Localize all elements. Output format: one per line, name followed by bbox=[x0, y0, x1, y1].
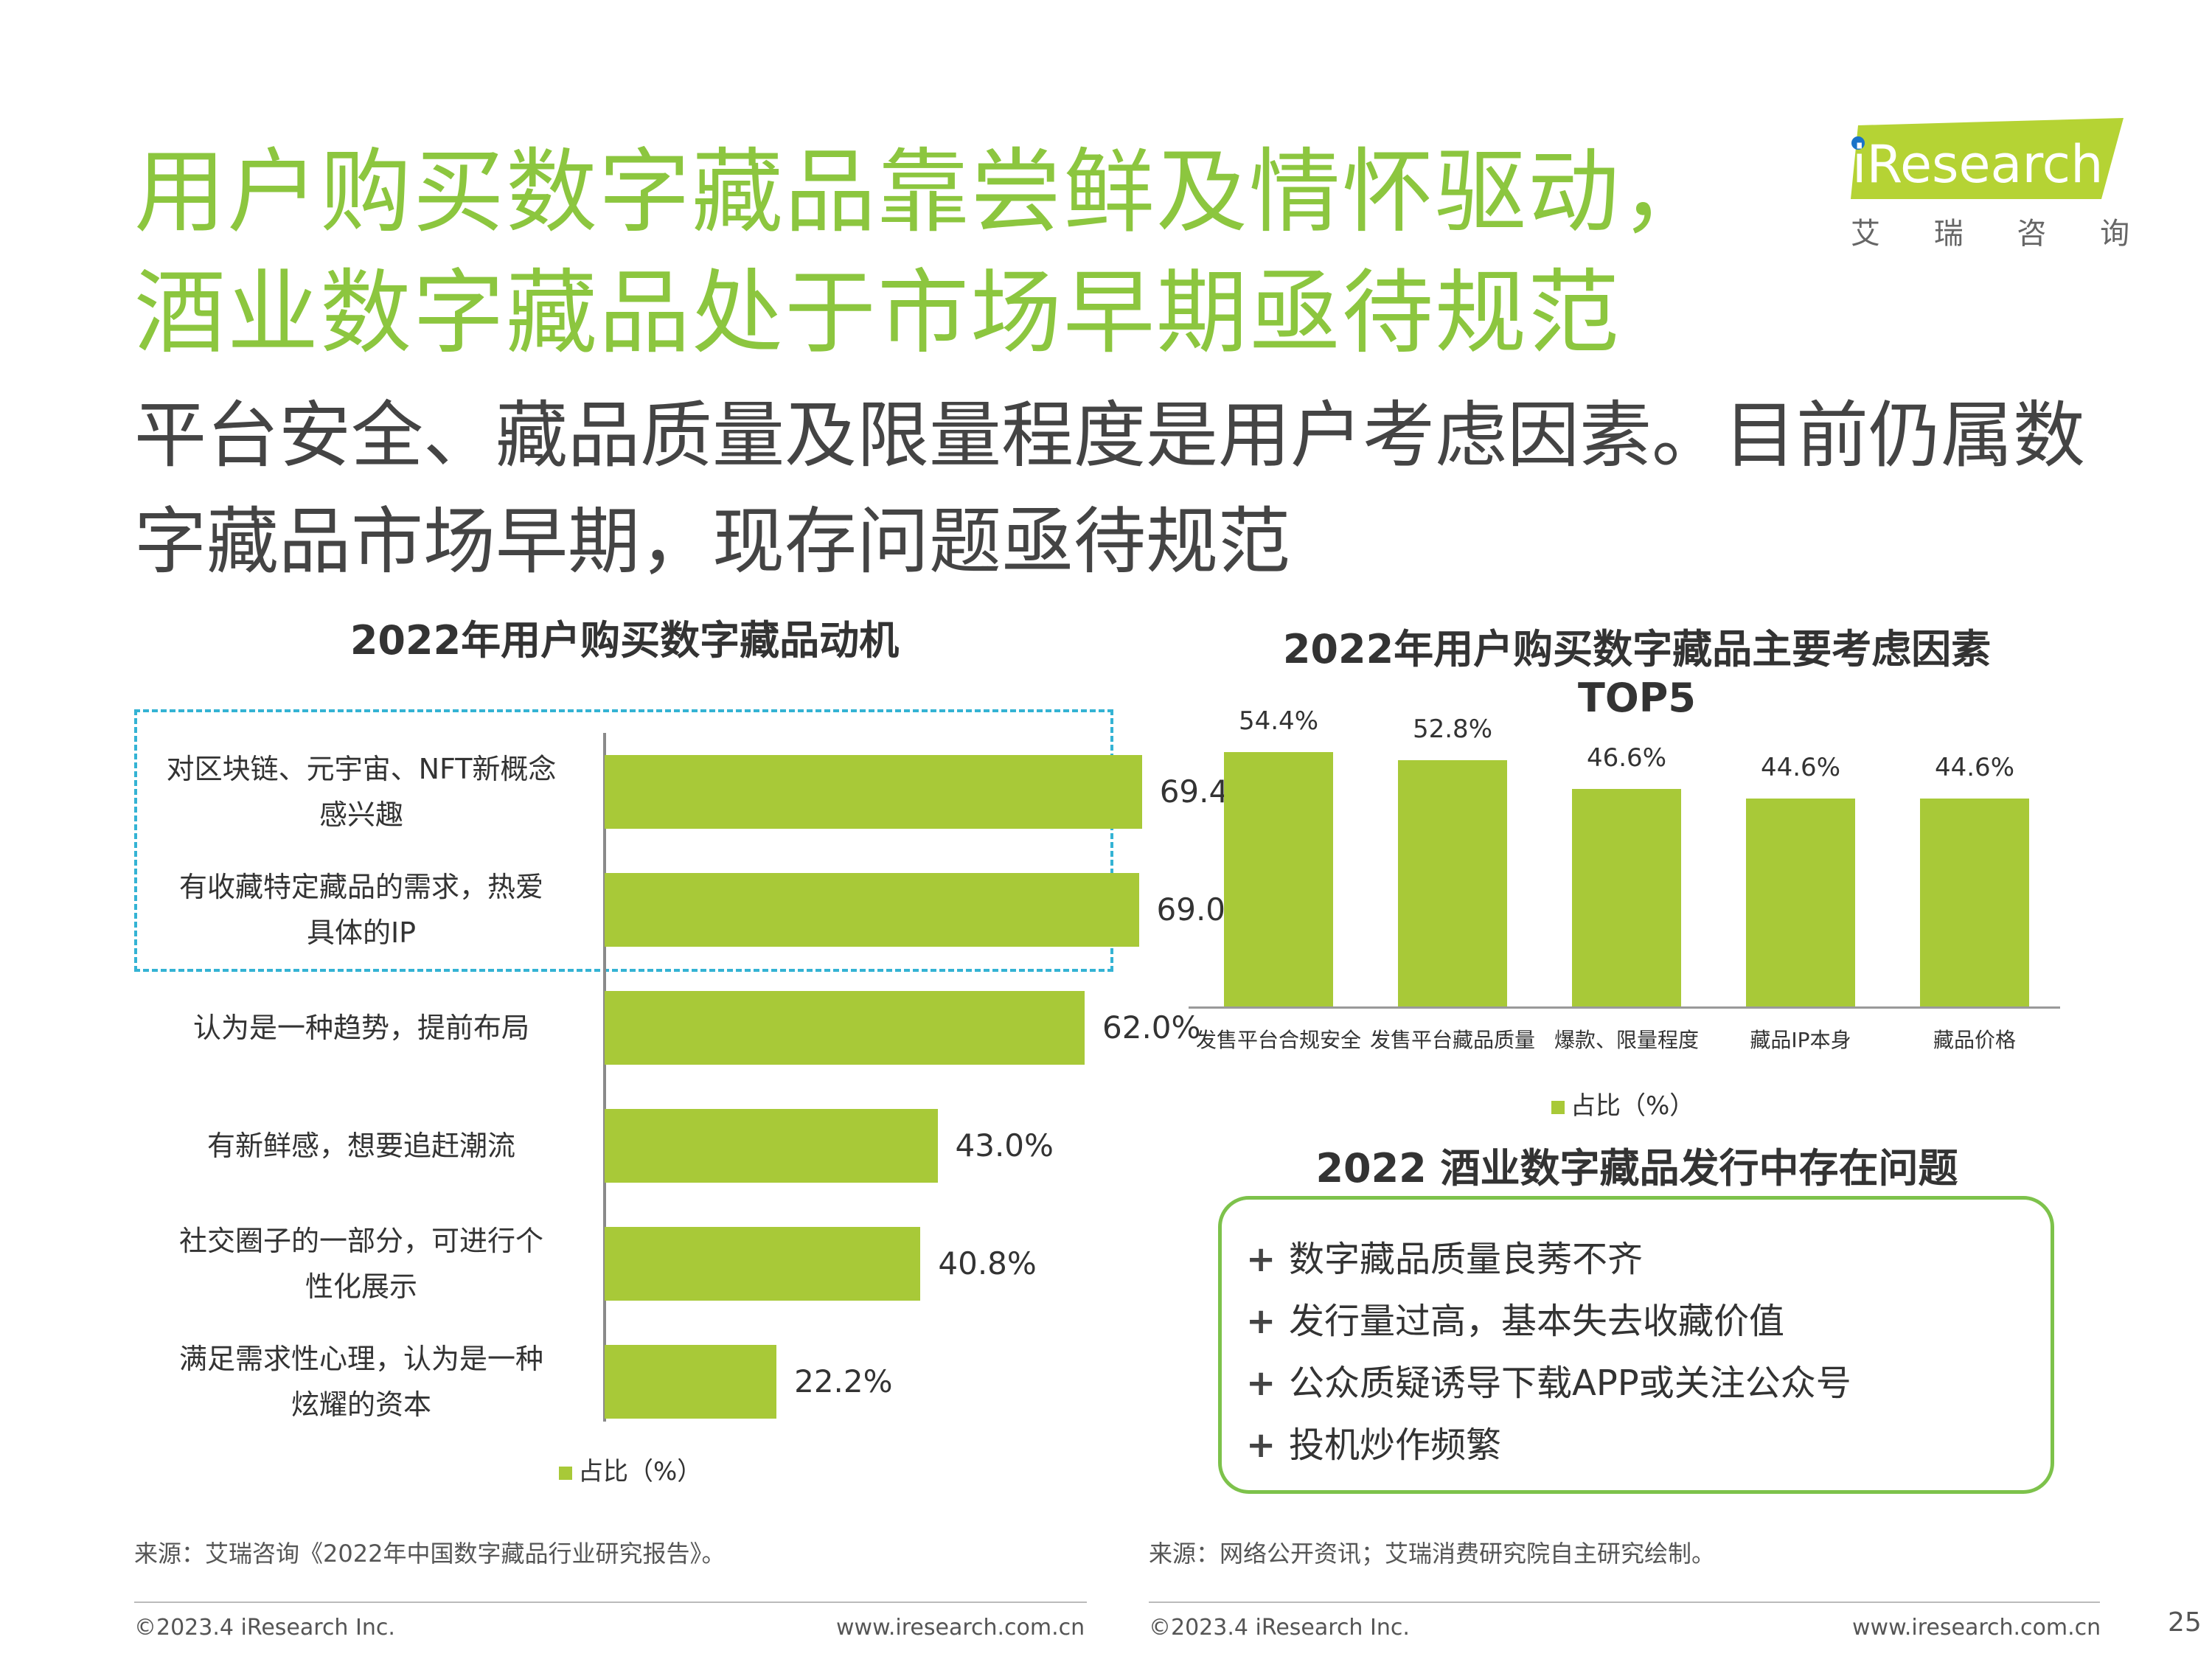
issue-item: + 数字藏品质量良莠不齐 bbox=[1246, 1230, 1643, 1281]
bar-value-label: 22.2% bbox=[794, 1363, 893, 1399]
right-chart-baseline bbox=[1189, 1006, 2060, 1009]
issues-title: 2022 酒业数字藏品发行中存在问题 bbox=[1315, 1145, 1958, 1192]
bar bbox=[605, 1109, 938, 1183]
right-chart-title-line-1: 2022年用户购买数字藏品主要考虑因素 bbox=[1282, 626, 1992, 672]
page-subtitle-line-2: 字藏品市场早期，现存问题亟待规范 bbox=[134, 500, 1291, 584]
category-label-line: 感兴趣 bbox=[319, 799, 403, 831]
bar bbox=[1746, 798, 1855, 1006]
copyright-left: ©2023.4 iResearch Inc. bbox=[134, 1615, 395, 1641]
left-chart-title: 2022年用户购买数字藏品动机 bbox=[349, 617, 900, 664]
iresearch-logo-graphic bbox=[1851, 118, 2124, 199]
issue-item: + 投机炒作频繁 bbox=[1246, 1416, 1501, 1467]
right-chart-title-line-2: TOP5 bbox=[1578, 675, 1696, 721]
bar-value-label: 62.0% bbox=[1102, 1009, 1201, 1046]
page-title-line-2: 酒业数字藏品处于市场早期亟待规范 bbox=[134, 260, 1621, 366]
bar bbox=[1398, 759, 1507, 1006]
category-label: 藏品IP本身 bbox=[1750, 1028, 1851, 1052]
category-label: 发售平台合规安全 bbox=[1195, 1028, 1361, 1052]
plus-icon: + bbox=[1246, 1425, 1276, 1466]
category-label-line: 对区块链、元宇宙、NFT新概念 bbox=[166, 753, 557, 785]
category-label-line: 性化展示 bbox=[305, 1270, 417, 1303]
page-number: 25 bbox=[2168, 1607, 2202, 1638]
bar-value-label: 40.8% bbox=[938, 1245, 1037, 1281]
bar bbox=[605, 991, 1085, 1065]
issue-item: + 发行量过高，基本失去收藏价值 bbox=[1246, 1292, 1784, 1343]
bar bbox=[1920, 798, 2029, 1006]
logo-accent-shape bbox=[1851, 118, 2124, 199]
legend-swatch bbox=[1551, 1100, 1565, 1114]
footer-divider-left bbox=[134, 1601, 1087, 1603]
category-label-line: 炫耀的资本 bbox=[291, 1388, 431, 1421]
category-label: 认为是一种趋势，提前布局 bbox=[133, 1005, 590, 1051]
issue-text: 发行量过高，基本失去收藏价值 bbox=[1289, 1301, 1785, 1342]
legend-label: 占比（%） bbox=[1571, 1091, 1695, 1121]
category-label-line: 具体的IP bbox=[306, 917, 417, 949]
bar bbox=[1224, 752, 1333, 1006]
plus-icon: + bbox=[1246, 1239, 1276, 1280]
right-chart-legend: 占比（%） bbox=[1551, 1085, 1694, 1121]
source-note-left: 来源：艾瑞咨询《2022年中国数字藏品行业研究报告》。 bbox=[134, 1540, 726, 1568]
category-label-line: 社交圈子的一部分，可进行个 bbox=[178, 1225, 543, 1257]
highlight-dashed-box bbox=[134, 709, 1113, 972]
bar-value-label: 46.6% bbox=[1586, 742, 1666, 773]
category-label: 社交圈子的一部分，可进行个 性化展示 bbox=[133, 1218, 590, 1310]
bar bbox=[1572, 788, 1681, 1006]
category-label: 爆款、限量程度 bbox=[1554, 1028, 1699, 1052]
bar-value-label: 44.6% bbox=[1934, 752, 2014, 782]
category-label-line: 有新鲜感，想要追赶潮流 bbox=[206, 1130, 515, 1162]
bar-value-label: 54.4% bbox=[1238, 706, 1318, 737]
issue-text: 数字藏品质量良莠不齐 bbox=[1289, 1239, 1644, 1280]
plus-icon: + bbox=[1246, 1301, 1276, 1342]
legend-label: 占比（%） bbox=[578, 1457, 703, 1486]
source-note-right: 来源：网络公开资讯；艾瑞消费研究院自主研究绘制。 bbox=[1149, 1540, 1716, 1568]
logo-dot bbox=[1851, 136, 1865, 150]
iresearch-logo: iResearch 艾 瑞 咨 询 bbox=[1836, 118, 2129, 251]
footer-divider-right bbox=[1149, 1601, 2100, 1603]
plus-icon: + bbox=[1246, 1363, 1276, 1404]
bar-value-label: 44.6% bbox=[1760, 752, 1840, 782]
bar-value-label: 52.8% bbox=[1412, 714, 1492, 744]
bar bbox=[605, 1345, 777, 1419]
category-label-line: 满足需求性心理，认为是一种 bbox=[178, 1343, 543, 1375]
copyright-right: ©2023.4 iResearch Inc. bbox=[1149, 1615, 1410, 1641]
left-chart-legend: 占比（%） bbox=[559, 1451, 702, 1487]
page-subtitle-line-1: 平台安全、藏品质量及限量程度是用户考虑因素。目前仍属数 bbox=[134, 394, 2086, 478]
issue-text: 投机炒作频繁 bbox=[1289, 1425, 1502, 1466]
category-label: 发售平台藏品质量 bbox=[1369, 1028, 1535, 1052]
category-label: 藏品价格 bbox=[1933, 1028, 2016, 1052]
bar bbox=[605, 755, 1142, 829]
legend-swatch bbox=[559, 1466, 572, 1480]
logo-brand-text: iResearch bbox=[1852, 134, 2104, 195]
website-link-right[interactable]: www.iresearch.com.cn bbox=[1852, 1615, 2101, 1641]
category-label-line: 认为是一种趋势，提前布局 bbox=[192, 1012, 529, 1044]
category-label-line: 有收藏特定藏品的需求，热爱 bbox=[178, 871, 543, 903]
bar-value-label: 43.0% bbox=[955, 1127, 1054, 1164]
left-chart-axis bbox=[603, 733, 606, 1422]
category-label: 有新鲜感，想要追赶潮流 bbox=[133, 1123, 590, 1169]
page-title-line-1: 用户购买数字藏品靠尝鲜及情怀驱动， bbox=[134, 139, 1714, 246]
issue-text: 公众质疑诱导下载APP或关注公众号 bbox=[1289, 1363, 1851, 1404]
issue-item: + 公众质疑诱导下载APP或关注公众号 bbox=[1246, 1354, 1851, 1405]
logo-cn-text: 艾 瑞 咨 询 bbox=[1851, 217, 2152, 251]
bar bbox=[605, 873, 1139, 947]
category-label: 有收藏特定藏品的需求，热爱 具体的IP bbox=[133, 864, 590, 956]
category-label: 满足需求性心理，认为是一种 炫耀的资本 bbox=[133, 1336, 590, 1427]
bar bbox=[605, 1227, 921, 1301]
website-link-left[interactable]: www.iresearch.com.cn bbox=[836, 1615, 1085, 1641]
category-label: 对区块链、元宇宙、NFT新概念 感兴趣 bbox=[133, 746, 590, 838]
issues-box bbox=[1218, 1196, 2054, 1494]
